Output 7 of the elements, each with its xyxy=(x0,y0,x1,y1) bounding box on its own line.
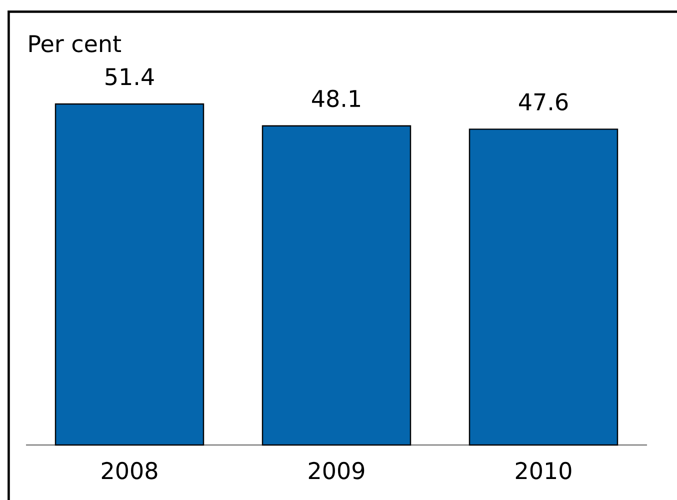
y-axis-title: Per cent xyxy=(29,35,122,52)
x-tick-label: 2010 xyxy=(516,462,572,480)
x-tick-label: 2009 xyxy=(308,462,364,480)
x-tick-label: 2008 xyxy=(102,462,158,480)
data-label: 51.4 xyxy=(106,68,154,86)
data-label: 48.1 xyxy=(312,90,360,108)
data-label: 47.6 xyxy=(519,93,568,111)
